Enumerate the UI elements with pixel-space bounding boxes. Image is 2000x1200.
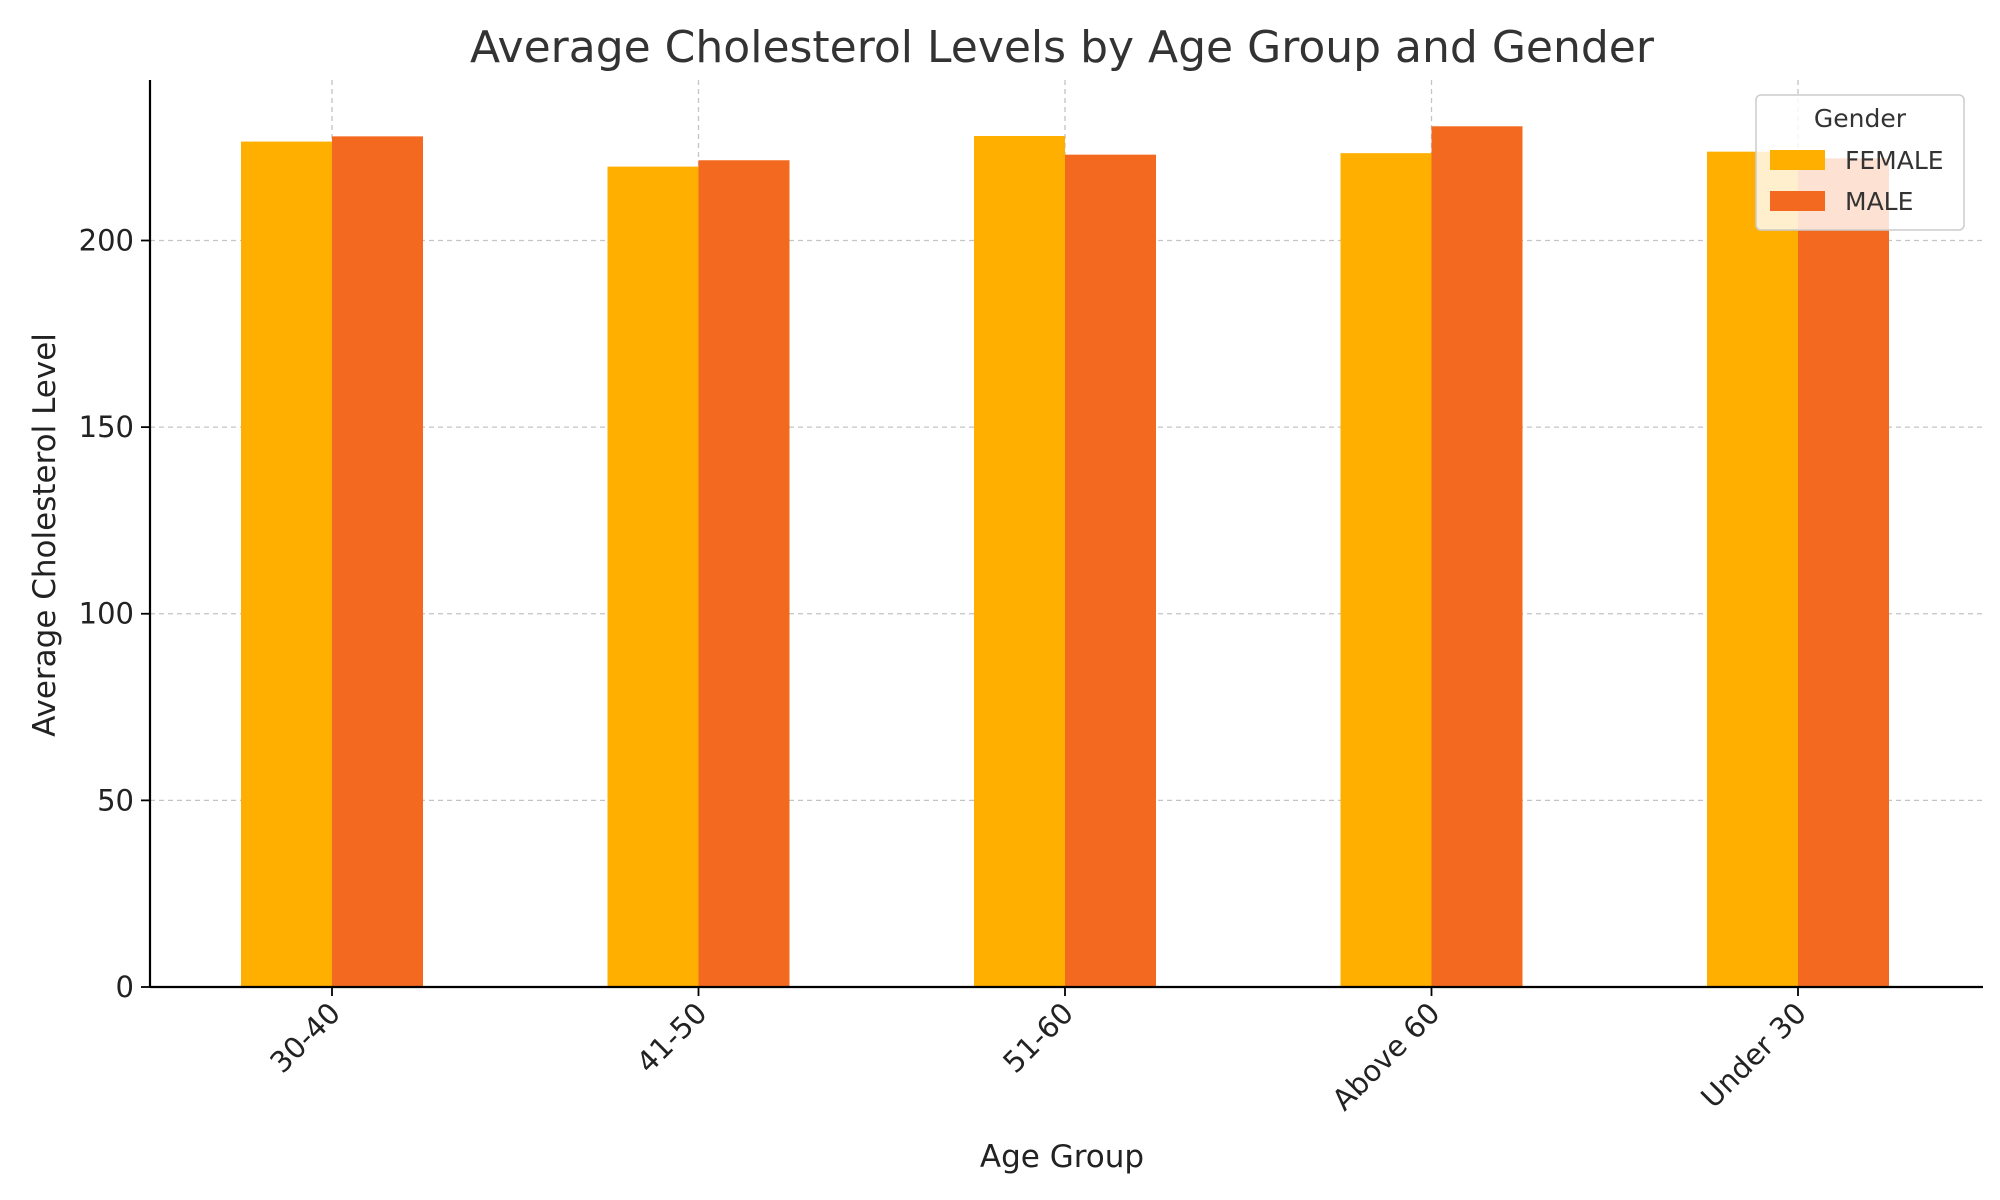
legend-title: Gender [1814, 104, 1907, 133]
bar-male-1 [698, 160, 790, 988]
axes [148, 80, 1983, 989]
legend-swatch-male [1770, 191, 1825, 211]
x-tick-label: Above 60 [1325, 996, 1446, 1117]
x-tick-label: 51-60 [996, 996, 1080, 1080]
y-tick-label: 100 [79, 597, 134, 631]
x-tick-label: Under 30 [1694, 996, 1813, 1115]
bars [241, 126, 1889, 988]
legend-label-male: MALE [1845, 187, 1913, 216]
bar-male-4 [1798, 158, 1889, 988]
chart-title: Average Cholesterol Levels by Age Group … [470, 22, 1655, 73]
y-tick-label: 50 [97, 783, 134, 817]
bar-male-3 [1431, 126, 1523, 987]
y-axis-label: Average Cholesterol Level [27, 333, 63, 737]
bar-female-4 [1707, 151, 1798, 988]
legend-swatch-female [1770, 150, 1825, 170]
bar-female-3 [1340, 153, 1432, 987]
legend-label-female: FEMALE [1845, 146, 1944, 175]
x-tick-label: 41-50 [630, 996, 714, 1080]
x-tick-label: 30-40 [263, 996, 347, 1080]
x-axis-label: Age Group [980, 1139, 1144, 1175]
bar-female-1 [607, 166, 699, 987]
y-tick-label: 150 [79, 410, 134, 444]
bar-female-0 [241, 141, 332, 987]
y-tick-label: 0 [116, 970, 134, 1004]
bar-male-2 [1065, 154, 1156, 987]
y-ticks: 0 50 100 150 200 [79, 223, 150, 1004]
x-ticks: 30-40 41-50 51-60 Above 60 Under 30 [263, 987, 1813, 1117]
y-tick-label: 200 [79, 223, 134, 257]
legend-items: FEMALE MALE [1770, 146, 1944, 216]
bar-female-2 [974, 135, 1065, 987]
legend: Gender FEMALE MALE [1755, 94, 1965, 231]
bar-male-0 [332, 136, 423, 987]
